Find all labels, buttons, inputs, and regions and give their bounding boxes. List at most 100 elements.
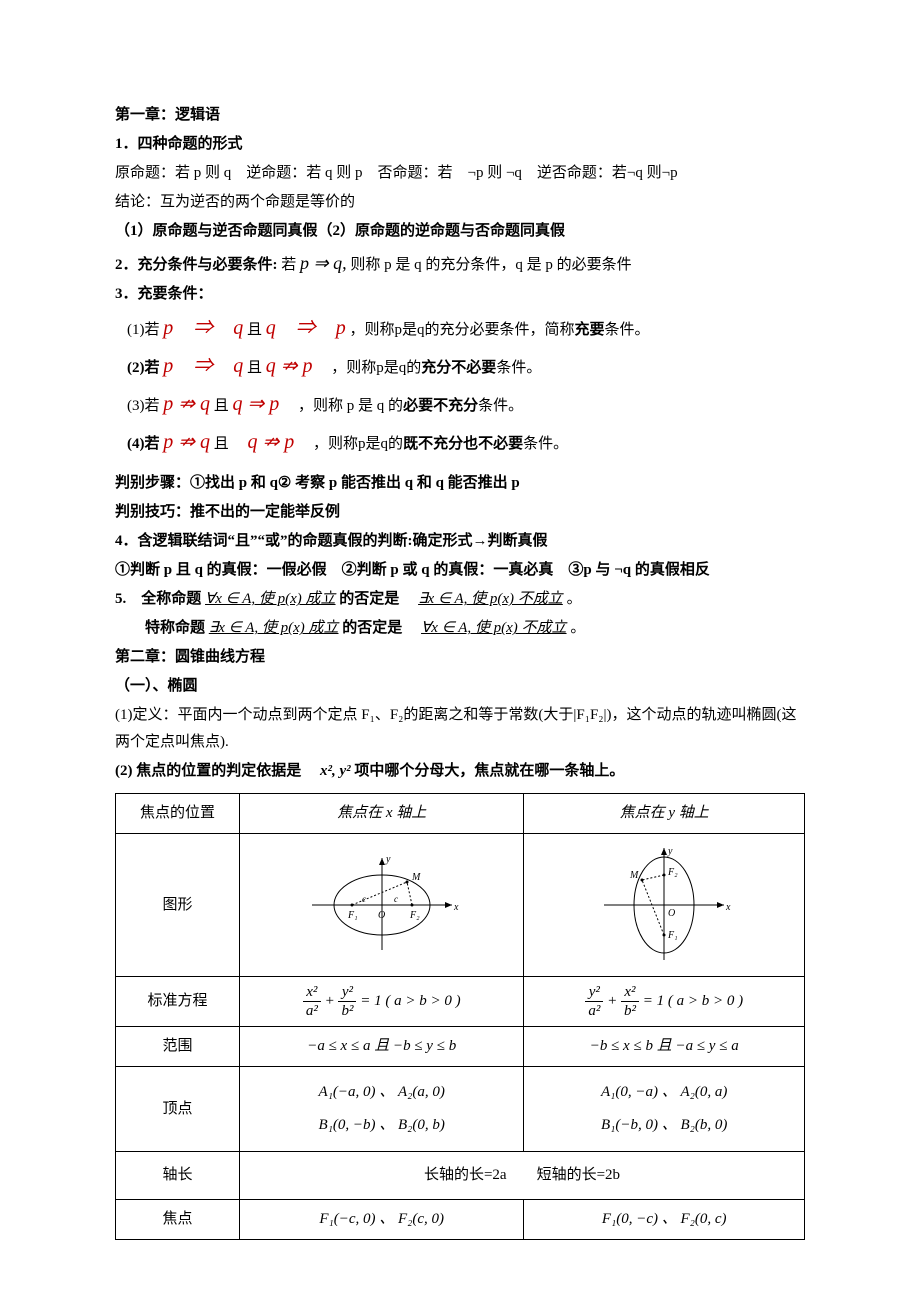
c3t2: 必要不充分	[403, 398, 478, 414]
row-range: 范围 −a ≤ x ≤ a 且 −b ≤ y ≤ b −b ≤ x ≤ b 且 …	[116, 1027, 805, 1067]
section2-line: 2．充分条件与必要条件: 若 p ⇒ q, 则称 p 是 q 的充分条件，q 是…	[115, 247, 805, 279]
fr-b: 项中哪个分母大，焦点就在哪一条轴上。	[354, 763, 624, 779]
fr-m: x², y²	[320, 763, 351, 779]
cond-4: (4)若 p ⇏ q 且 q ⇏ p ，则称p是q的既不充分也不必要条件。	[115, 424, 805, 460]
c2b: 且	[247, 360, 266, 376]
section5b: 特称命题 ∃x ∈ A, 使 p(x) 成立 的否定是 ∀x ∈ A, 使 p(…	[115, 615, 805, 642]
s5b-u2: ∀x ∈ A, 使 p(x) 不成立	[421, 620, 567, 636]
c1b: 且	[247, 322, 262, 338]
svg-text:O: O	[668, 908, 675, 919]
c4m2: q ⇏ p	[248, 431, 295, 453]
c1m2: q ⇒ p	[266, 317, 346, 339]
c3t: ，则称 p 是 q 的	[283, 398, 403, 414]
ellipse-vert-icon: F₂ F₁ O M x y	[594, 840, 734, 970]
proposition-forms: 原命题：若 p 则 q 逆命题：若 q 则 p 否命题：若 ¬p 则 ¬q 逆否…	[115, 160, 805, 187]
judge-skill: 判别技巧：推不出的一定能举反例	[115, 499, 805, 526]
cond-1: (1)若 p ⇒ q 且 q ⇒ p ，则称p是q的充分必要条件，简称充要条件。	[115, 310, 805, 346]
c1t2: 充要	[575, 322, 605, 338]
c4m: p ⇏ q	[163, 431, 210, 453]
ellipse-def: (1)定义：平面内一个动点到两个定点 F₁、F₂的距离之和等于常数(大于|F₁F…	[115, 702, 805, 756]
vx2: B₁(0, −b) 、 B₂(0, b)	[244, 1112, 519, 1139]
judge-steps-text: 判别步骤：①找出 p 和 q② 考察 p 能否推出 q 和 q 能否推出 p	[115, 475, 520, 491]
c3m2: q ⇒ p	[233, 393, 280, 415]
c1a: (1)若	[127, 322, 160, 338]
chapter2-title: 第二章：圆锥曲线方程	[115, 644, 805, 671]
c4b: 且	[214, 436, 244, 452]
c3m: p ⇏ q	[163, 393, 210, 415]
c1m: p ⇒ q	[163, 317, 243, 339]
row-axis: 轴长 长轴的长=2a 短轴的长=2b	[116, 1152, 805, 1200]
s2-math: p ⇒ q,	[300, 253, 347, 273]
vertex-x: A₁(−a, 0) 、 A₂(a, 0) B₁(0, −b) 、 B₂(0, b…	[240, 1067, 524, 1152]
section1-title: 1．四种命题的形式	[115, 131, 805, 158]
vx1: A₁(−a, 0) 、 A₂(a, 0)	[244, 1079, 519, 1106]
th-y-text: 焦点在 y 轴上	[620, 805, 709, 821]
cond-3: (3)若 p ⇏ q 且 q ⇒ p ，则称 p 是 q 的必要不充分条件。	[115, 386, 805, 422]
th-x-text: 焦点在 x 轴上	[337, 805, 426, 821]
ellipse-table: 焦点的位置 焦点在 x 轴上 焦点在 y 轴上 图形 F₁ F₂	[115, 793, 805, 1240]
fr-a: (2) 焦点的位置的判定依据是	[115, 763, 316, 779]
svg-text:c: c	[394, 894, 398, 904]
axis-text: 长轴的长=2a 短轴的长=2b	[240, 1152, 805, 1200]
c2t: ，则称p是q的	[316, 360, 421, 376]
c2m2: q ⇏ p	[266, 355, 313, 377]
row-shape: 图形 F₁ F₂ O M c c	[116, 834, 805, 977]
th-pos: 焦点的位置	[116, 794, 240, 834]
section5a: 5. 全称命题 ∀x ∈ A, 使 p(x) 成立 的否定是 ∃x ∈ A, 使…	[115, 586, 805, 613]
c3a: (3)若	[127, 398, 163, 414]
c4t2: 既不充分也不必要	[403, 436, 523, 452]
row-axis-label: 轴长	[116, 1152, 240, 1200]
svg-text:M: M	[629, 870, 639, 881]
svg-text:M: M	[411, 872, 421, 883]
conclusion-line: 结论：互为逆否的两个命题是等价的	[115, 189, 805, 216]
c1t: ，则称p是q的充分必要条件，简称	[350, 322, 575, 338]
document-page: 第一章：逻辑语 1．四种命题的形式 原命题：若 p 则 q 逆命题：若 q 则 …	[0, 0, 920, 1280]
vertex-y: A₁(0, −a) 、 A₂(0, a) B₁(−b, 0) 、 B₂(b, 0…	[524, 1067, 805, 1152]
row-focus: 焦点 F₁(−c, 0) 、 F₂(c, 0) F₁(0, −c) 、 F₂(0…	[116, 1200, 805, 1240]
s5a-lead: 5. 全称命题	[115, 591, 205, 607]
section4: 4．含逻辑联结词“且”“或”的命题真假的判断:确定形式→判断真假	[115, 528, 805, 555]
s5b-u1: ∃x ∈ A, 使 p(x) 成立	[209, 620, 339, 636]
svg-text:x: x	[453, 902, 459, 913]
s5b-mid: 的否定是	[342, 620, 417, 636]
section3-title: 3．充要条件：	[115, 281, 805, 308]
vy1: A₁(0, −a) 、 A₂(0, a)	[528, 1079, 800, 1106]
section4-sub: ①判断 p 且 q 的真假：一假必假 ②判断 p 或 q 的真假：一真必真 ③p…	[115, 557, 805, 584]
s5a-mid: 的否定是	[339, 591, 414, 607]
svg-text:c: c	[362, 894, 366, 904]
c3b: 且	[214, 398, 229, 414]
ellipse-horiz-icon: F₁ F₂ O M c c x y	[302, 850, 462, 960]
judge-skill-text: 判别技巧：推不出的一定能举反例	[115, 504, 340, 520]
c2m: p ⇒ q	[163, 355, 243, 377]
eq-y-cond: = 1 ( a > b > 0 )	[643, 993, 743, 1009]
svg-text:y: y	[385, 854, 391, 865]
eq-x-cond: = 1 ( a > b > 0 )	[360, 993, 460, 1009]
svg-text:O: O	[378, 910, 385, 921]
c2t3: 条件。	[496, 360, 541, 376]
svg-text:F₂: F₂	[667, 867, 678, 878]
svg-text:F₂: F₂	[409, 910, 420, 921]
row-focus-label: 焦点	[116, 1200, 240, 1240]
eq-x: x²a² + y²b² = 1 ( a > b > 0 )	[240, 977, 524, 1027]
s5b-tail: 。	[570, 620, 585, 636]
eq-y: y²a² + x²b² = 1 ( a > b > 0 )	[524, 977, 805, 1027]
judge-steps: 判别步骤：①找出 p 和 q② 考察 p 能否推出 q 和 q 能否推出 p	[115, 470, 805, 497]
c4a: (4)若	[127, 436, 160, 452]
focus-x: F₁(−c, 0) 、 F₂(c, 0)	[240, 1200, 524, 1240]
cond-2: (2)若 p ⇒ q 且 q ⇏ p ，则称p是q的充分不必要条件。	[115, 348, 805, 384]
focus-rule: (2) 焦点的位置的判定依据是 x², y² 项中哪个分母大，焦点就在哪一条轴上…	[115, 758, 805, 785]
fig-horiz-cell: F₁ F₂ O M c c x y	[240, 834, 524, 977]
s5a-u2: ∃x ∈ A, 使 p(x) 不成立	[418, 591, 563, 607]
s5b-lead: 特称命题	[115, 620, 209, 636]
s5a-u1: ∀x ∈ A, 使 p(x) 成立	[205, 591, 336, 607]
th-x: 焦点在 x 轴上	[240, 794, 524, 834]
fig-vert-cell: F₂ F₁ O M x y	[524, 834, 805, 977]
row-equation: 标准方程 x²a² + y²b² = 1 ( a > b > 0 ) y²a² …	[116, 977, 805, 1027]
svg-text:F₁: F₁	[347, 910, 358, 921]
range-y: −b ≤ x ≤ b 且 −a ≤ y ≤ a	[524, 1027, 805, 1067]
s2-if: 若	[281, 257, 300, 273]
c2t2: 充分不必要	[421, 360, 496, 376]
chapter1-title: 第一章：逻辑语	[115, 102, 805, 129]
sub-conclusions: （1）原命题与逆否命题同真假（2）原命题的逆命题与否命题同真假	[115, 218, 805, 245]
table-header-row: 焦点的位置 焦点在 x 轴上 焦点在 y 轴上	[116, 794, 805, 834]
